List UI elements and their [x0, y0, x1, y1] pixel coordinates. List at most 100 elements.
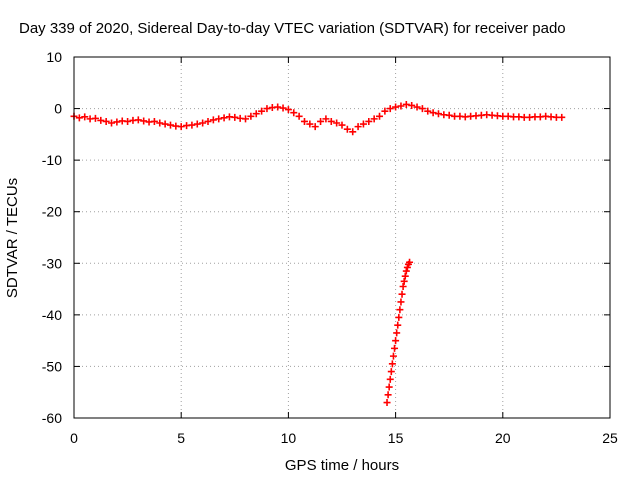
data-point	[81, 113, 89, 121]
data-point	[359, 120, 367, 128]
data-point	[402, 267, 410, 275]
data-point	[113, 118, 121, 126]
data-point	[140, 117, 148, 125]
data-point	[91, 114, 99, 122]
data-series-1	[70, 112, 223, 131]
data-point	[401, 272, 409, 280]
x-tick-label: 0	[70, 430, 78, 446]
data-point	[406, 258, 414, 266]
data-point	[388, 360, 396, 368]
data-point	[429, 109, 437, 117]
data-point	[274, 103, 282, 111]
data-point	[215, 115, 223, 123]
data-point	[392, 337, 400, 345]
chart-title: Day 339 of 2020, Sidereal Day-to-day VTE…	[19, 20, 566, 37]
data-point	[290, 109, 298, 117]
data-point	[385, 383, 393, 391]
grid-lines	[74, 57, 610, 418]
data-point	[395, 313, 403, 321]
data-point	[349, 128, 357, 136]
data-point	[166, 121, 174, 129]
data-point	[258, 107, 266, 115]
x-tick-label: 25	[602, 430, 618, 446]
data-point	[386, 105, 394, 113]
data-point	[384, 391, 392, 399]
data-point	[402, 100, 410, 108]
data-point	[124, 117, 132, 125]
data-point	[387, 368, 395, 376]
data-point	[392, 103, 400, 111]
data-point	[445, 111, 453, 119]
data-point	[134, 116, 142, 124]
data-point	[242, 115, 250, 123]
data-point	[399, 282, 407, 290]
x-tick-label: 15	[388, 430, 404, 446]
data-point	[295, 112, 303, 120]
y-tick-label: 0	[54, 101, 62, 117]
data-point	[333, 119, 341, 127]
y-tick-label: -20	[42, 204, 62, 220]
x-axis-label: GPS time / hours	[285, 457, 399, 474]
data-point	[193, 120, 201, 128]
data-point	[434, 110, 442, 118]
data-point	[75, 114, 83, 122]
data-point	[391, 344, 399, 352]
data-point	[209, 116, 217, 124]
data-point	[365, 117, 373, 125]
data-point	[343, 125, 351, 133]
x-tick-label: 10	[281, 430, 297, 446]
y-tick-label: -50	[42, 358, 62, 374]
data-point	[396, 306, 404, 314]
data-point	[306, 120, 314, 128]
data-point	[322, 115, 330, 123]
data-point	[102, 117, 110, 125]
data-point	[279, 104, 287, 112]
data-point	[177, 123, 185, 131]
data-point	[370, 115, 378, 123]
y-tick-label: -30	[42, 255, 62, 271]
data-point	[317, 117, 325, 125]
data-point	[398, 290, 406, 298]
data-point	[311, 123, 319, 131]
y-tick-label: -10	[42, 152, 62, 168]
plot-frame	[73, 56, 611, 419]
data-point	[150, 117, 158, 125]
data-point	[386, 375, 394, 383]
data-point	[204, 117, 212, 125]
data-point	[263, 105, 271, 113]
data-point	[220, 114, 228, 122]
data-point	[400, 277, 408, 285]
data-point	[381, 107, 389, 115]
data-point	[376, 112, 384, 120]
data-point	[389, 352, 397, 360]
data-series-2	[220, 100, 566, 136]
data-point	[161, 120, 169, 128]
data-series-3	[383, 258, 414, 407]
axis-ticks: 0 5 10 15 20 25 10 0 -10 -20 -30 -40 -50 -60	[42, 49, 618, 446]
data-point	[338, 121, 346, 129]
data-point	[188, 121, 196, 129]
data-point	[97, 116, 105, 124]
data-point	[247, 112, 255, 120]
y-tick-label: -60	[42, 410, 62, 426]
data-point	[418, 105, 426, 113]
data-point	[231, 113, 239, 121]
data-point	[397, 102, 405, 110]
y-tick-label: -40	[42, 307, 62, 323]
y-axis-label: SDTVAR / TECUs	[4, 178, 21, 298]
data-point	[397, 298, 405, 306]
data-point	[413, 103, 421, 111]
data-point	[394, 321, 402, 329]
data-point	[199, 119, 207, 127]
data-point	[558, 113, 566, 121]
data-point	[383, 399, 391, 407]
y-tick-label: 10	[46, 49, 62, 65]
data-point	[354, 123, 362, 131]
data-point	[252, 110, 260, 118]
data-points	[70, 100, 566, 407]
x-tick-label: 20	[495, 430, 511, 446]
data-point	[424, 107, 432, 115]
data-point	[327, 117, 335, 125]
data-point	[156, 119, 164, 127]
